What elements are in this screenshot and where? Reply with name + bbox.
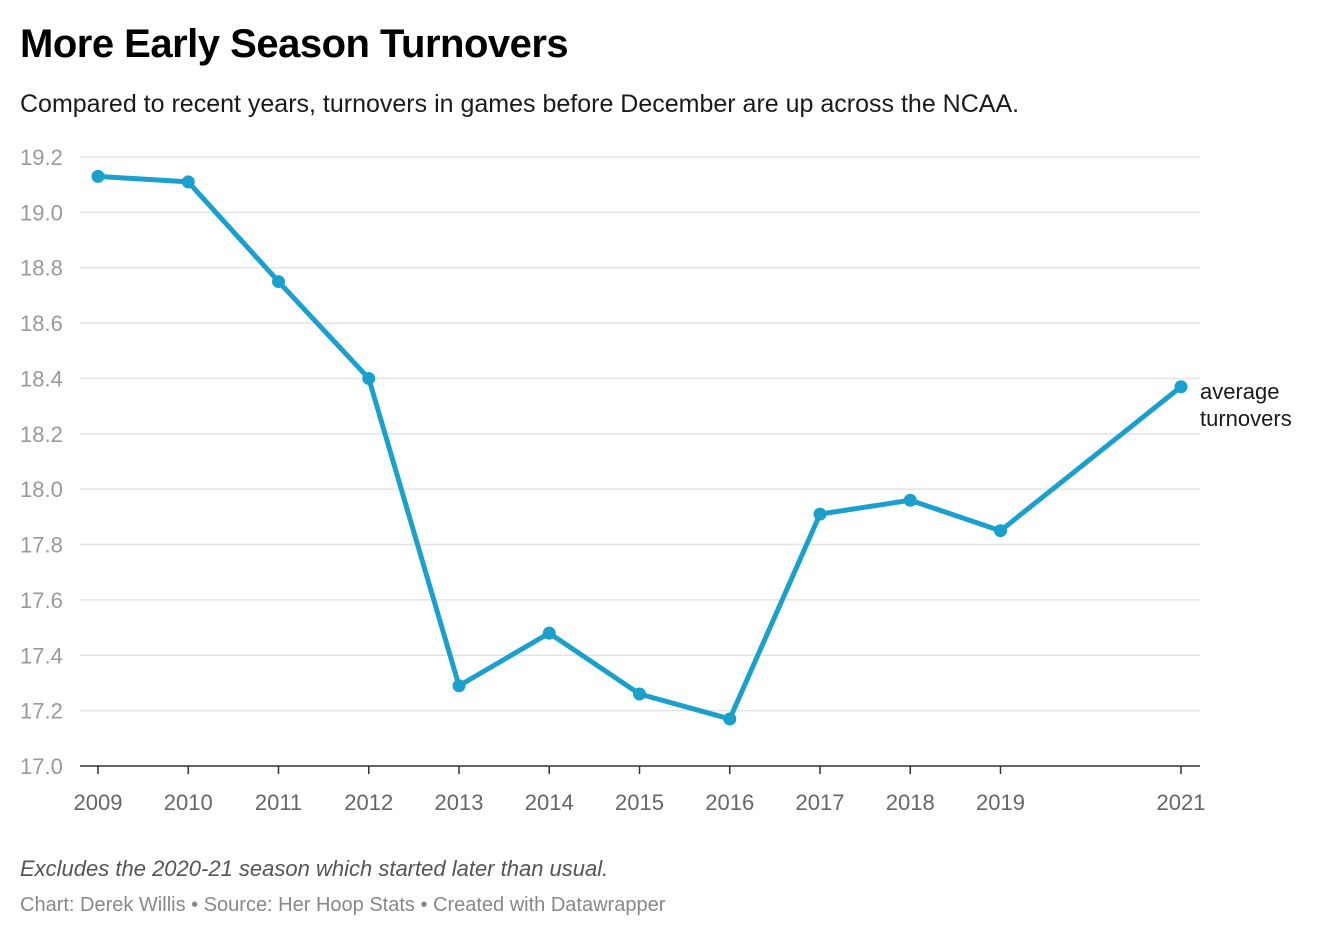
x-tick-label: 2021 [1157, 790, 1206, 815]
y-tick-label: 19.0 [20, 200, 63, 225]
y-tick-label: 19.2 [20, 145, 63, 170]
x-tick-label: 2014 [525, 790, 574, 815]
series: average turnovers [91, 169, 1292, 726]
chart-note: Excludes the 2020-21 season which starte… [20, 856, 609, 881]
data-point [272, 275, 285, 289]
y-tick-label: 17.0 [20, 754, 63, 779]
data-point [903, 493, 917, 507]
data-point [1174, 380, 1188, 394]
data-point [723, 712, 737, 726]
x-tick-label: 2010 [164, 790, 213, 815]
data-point [542, 626, 556, 640]
y-tick-label: 17.8 [20, 533, 63, 558]
data-point [813, 507, 827, 521]
data-point [181, 175, 195, 189]
data-point [452, 679, 466, 693]
x-tick-label: 2009 [74, 790, 123, 815]
data-point [994, 524, 1007, 538]
x-tick-label: 2012 [344, 790, 393, 815]
gridlines [80, 156, 1200, 712]
x-tick-label: 2011 [255, 790, 302, 815]
data-point [91, 169, 105, 183]
data-point [633, 687, 646, 701]
x-tick-label: 2013 [435, 790, 484, 815]
y-tick-label: 18.6 [20, 311, 63, 336]
y-tick-label: 17.4 [20, 643, 63, 668]
series-label: average turnovers [1200, 379, 1292, 431]
y-tick-label: 17.6 [20, 588, 63, 613]
y-tick-label: 18.0 [20, 477, 63, 502]
x-axis: 2009 2010 2011 2012 2013 2014 2015 2016 2017 2018… [74, 765, 1206, 815]
line-chart: 17.0 17.2 17.4 17.6 17.8 18.0 18.2 18.4 18.6 18.8… [20, 145, 1292, 815]
y-tick-label: 17.2 [20, 699, 63, 724]
chart-title: More Early Season Turnovers [20, 22, 569, 66]
y-axis: 17.0 17.2 17.4 17.6 17.8 18.0 18.2 18.4 18.6 18.8… [20, 145, 63, 779]
data-point [362, 371, 376, 385]
chart-subtitle: Compared to recent years, turnovers in g… [20, 90, 1020, 118]
x-tick-label: 2017 [796, 790, 845, 815]
y-tick-label: 18.8 [20, 256, 63, 281]
y-tick-label: 18.2 [20, 422, 63, 447]
chart-credits: Chart: Derek Willis • Source: Her Hoop S… [20, 894, 666, 916]
x-tick-label: 2015 [615, 790, 664, 815]
series-line [95, 173, 1184, 722]
x-tick-label: 2016 [705, 790, 754, 815]
x-tick-label: 2019 [976, 790, 1025, 815]
x-tick-label: 2018 [886, 790, 935, 815]
y-tick-label: 18.4 [20, 366, 63, 391]
